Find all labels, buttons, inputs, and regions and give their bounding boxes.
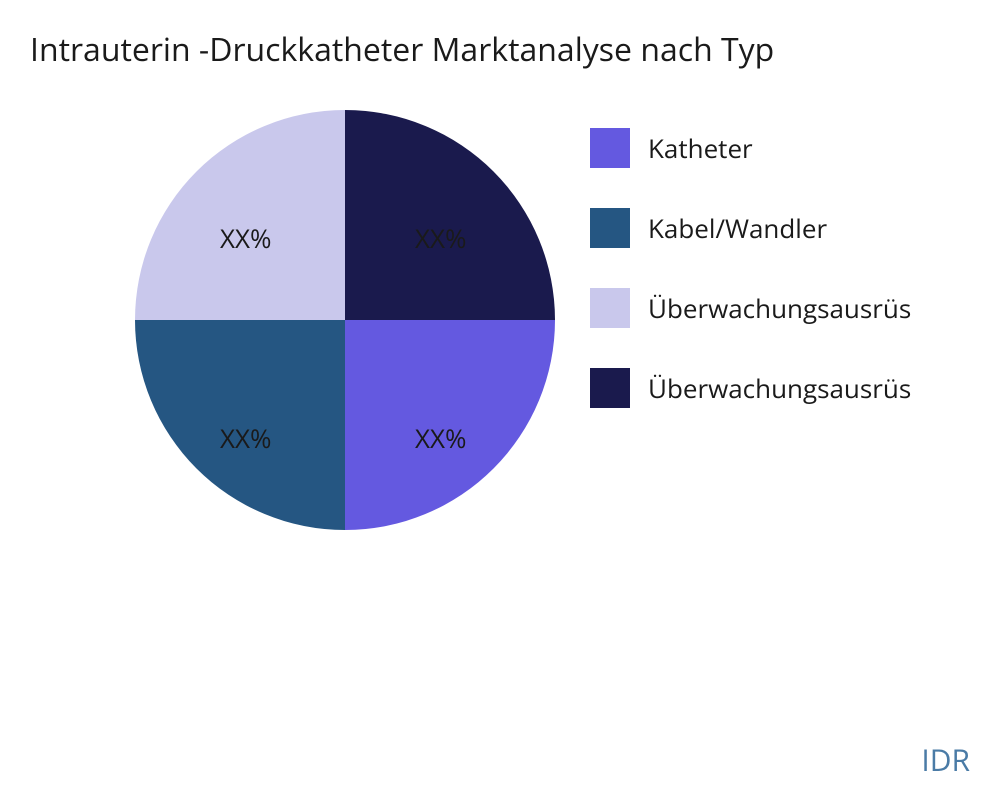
legend: Katheter Kabel/Wandler Überwachungsausrüs Ü… bbox=[590, 128, 1000, 448]
pie-chart: XX% XX% XX% XX% bbox=[135, 110, 555, 530]
legend-swatch-1 bbox=[590, 208, 630, 248]
slice-label-1: XX% bbox=[415, 420, 467, 456]
slice-label-3: XX% bbox=[220, 220, 272, 256]
chart-title: Intrauterin -Druckkatheter Marktanalyse … bbox=[30, 28, 774, 71]
legend-item-0: Katheter bbox=[590, 128, 1000, 168]
legend-swatch-0 bbox=[590, 128, 630, 168]
legend-label-0: Katheter bbox=[648, 130, 753, 166]
slice-label-0: XX% bbox=[415, 220, 467, 256]
pie-svg bbox=[135, 110, 555, 530]
watermark: IDR bbox=[921, 739, 970, 780]
slice-label-2: XX% bbox=[220, 420, 272, 456]
legend-label-1: Kabel/Wandler bbox=[648, 210, 827, 246]
pie-slice-3 bbox=[135, 110, 345, 320]
legend-item-3: Überwachungsausrüs bbox=[590, 368, 1000, 408]
legend-item-1: Kabel/Wandler bbox=[590, 208, 1000, 248]
legend-label-2: Überwachungsausrüs bbox=[648, 290, 911, 326]
legend-item-2: Überwachungsausrüs bbox=[590, 288, 1000, 328]
legend-swatch-2 bbox=[590, 288, 630, 328]
legend-swatch-3 bbox=[590, 368, 630, 408]
legend-label-3: Überwachungsausrüs bbox=[648, 370, 911, 406]
pie-slice-0 bbox=[345, 110, 555, 320]
